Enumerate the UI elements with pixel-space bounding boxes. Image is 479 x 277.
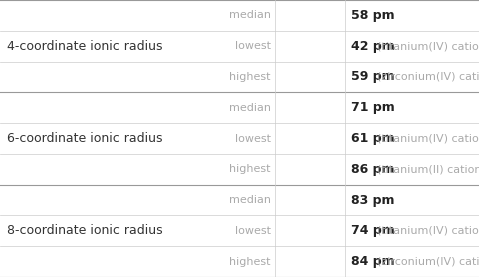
Text: 71 pm: 71 pm	[351, 101, 394, 114]
Text: lowest: lowest	[235, 41, 271, 51]
Text: median: median	[228, 103, 271, 113]
Text: (titanium(IV) cation): (titanium(IV) cation)	[377, 226, 479, 236]
Text: highest: highest	[229, 72, 271, 82]
Text: 8-coordinate ionic radius: 8-coordinate ionic radius	[7, 224, 163, 237]
Text: 61 pm: 61 pm	[351, 132, 394, 145]
Text: median: median	[228, 11, 271, 20]
Text: 74 pm: 74 pm	[351, 224, 394, 237]
Text: median: median	[228, 195, 271, 205]
Text: 83 pm: 83 pm	[351, 194, 394, 207]
Text: 42 pm: 42 pm	[351, 40, 394, 53]
Text: (zirconium(IV) cation): (zirconium(IV) cation)	[377, 257, 479, 266]
Text: 4-coordinate ionic radius: 4-coordinate ionic radius	[7, 40, 163, 53]
Text: (titanium(II) cation): (titanium(II) cation)	[377, 164, 479, 174]
Text: (titanium(IV) cation): (titanium(IV) cation)	[377, 134, 479, 143]
Text: 84 pm: 84 pm	[351, 255, 394, 268]
Text: highest: highest	[229, 257, 271, 266]
Text: 58 pm: 58 pm	[351, 9, 394, 22]
Text: (zirconium(IV) cation): (zirconium(IV) cation)	[377, 72, 479, 82]
Text: highest: highest	[229, 164, 271, 174]
Text: 6-coordinate ionic radius: 6-coordinate ionic radius	[7, 132, 163, 145]
Text: (titanium(IV) cation): (titanium(IV) cation)	[377, 41, 479, 51]
Text: 59 pm: 59 pm	[351, 70, 394, 83]
Text: 86 pm: 86 pm	[351, 163, 394, 176]
Text: lowest: lowest	[235, 134, 271, 143]
Text: lowest: lowest	[235, 226, 271, 236]
